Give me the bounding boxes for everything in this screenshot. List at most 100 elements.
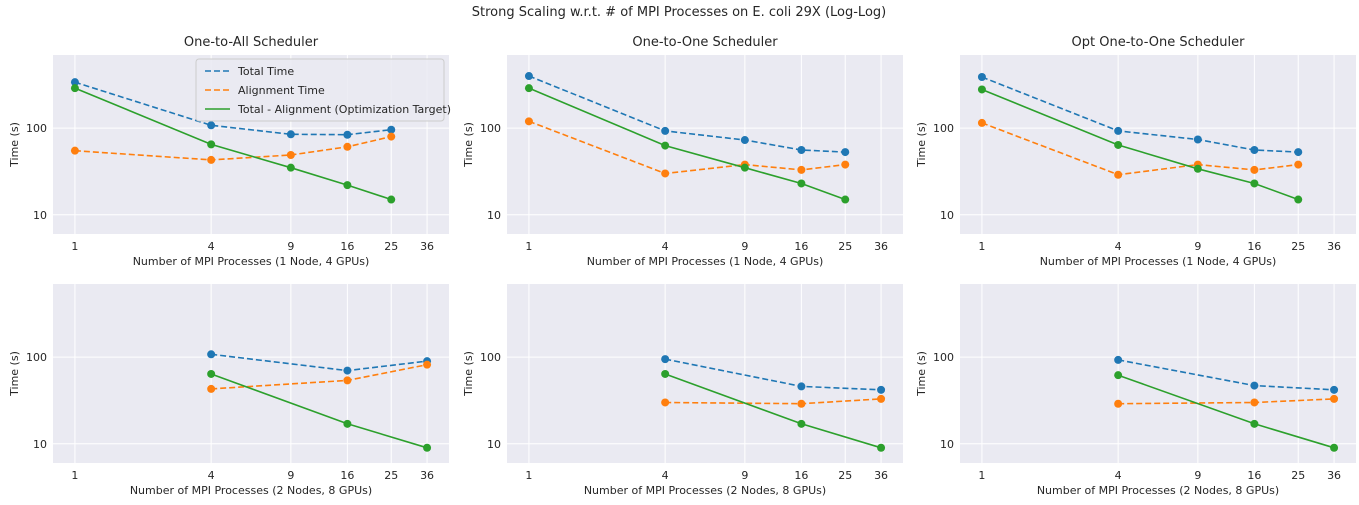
x-axis-label: Number of MPI Processes (1 Node, 4 GPUs) [587,255,824,268]
y-axis-label: Time (s) [462,122,475,168]
data-point-alignment [343,376,352,385]
y-tick-label: 100 [933,122,954,135]
x-tick-label: 9 [1194,469,1201,482]
y-tick-label: 100 [26,122,47,135]
x-axis-label: Number of MPI Processes (2 Nodes, 8 GPUs… [1037,484,1279,497]
x-tick-label: 4 [208,469,215,482]
x-tick-label: 16 [340,240,354,253]
y-tick-label: 10 [33,438,47,451]
y-tick-label: 100 [480,122,501,135]
data-point-total [1250,145,1259,154]
data-point-alignment [343,142,352,151]
x-tick-label: 36 [420,469,434,482]
x-tick-label: 16 [1247,240,1261,253]
data-point-alignment [797,399,806,408]
x-tick-label: 9 [741,469,748,482]
data-point-alignment [977,118,986,127]
data-point-target [343,419,352,428]
y-axis-label: Time (s) [8,351,21,397]
data-point-alignment [286,151,295,160]
data-point-alignment [70,146,79,155]
data-point-target [661,141,670,150]
legend-box [195,58,445,122]
x-tick-label: 4 [1115,240,1122,253]
data-point-alignment [661,398,670,407]
x-tick-label: 36 [420,240,434,253]
chart-panel-2: 1 4 9 16 25 36 10 100 One-to-One Scheduler Number… [462,35,903,268]
x-axis-label: Number of MPI Processes (1 Node, 4 GPUs) [133,255,370,268]
x-axis-label: Number of MPI Processes (2 Nodes, 8 GPUs… [130,484,372,497]
data-point-target [1114,140,1123,149]
y-axis-label: Time (s) [462,351,475,397]
data-point-total [1193,135,1202,144]
x-tick-label: 16 [794,469,808,482]
y-tick-label: 10 [487,438,501,451]
data-point-target [977,85,986,94]
data-point-alignment [661,169,670,178]
data-point-alignment [1114,170,1123,179]
data-point-target [286,163,295,172]
legend-entry: Total Time [237,65,294,78]
legend: Total Time Alignment Time Total - Alignmen… [195,58,451,122]
chart-panel-1: 1 4 9 16 25 36 10 100 One-to-All Scheduler Number… [8,35,451,268]
data-point-total [207,350,216,359]
plot-area [960,55,1356,234]
data-point-alignment [1250,165,1259,174]
data-point-target [1193,164,1202,173]
chart-panel-5: 1 4 9 16 25 36 10 100 Number of MPI Processes (2… [462,284,903,497]
x-tick-label: 4 [208,240,215,253]
data-point-target [423,443,432,452]
data-point-alignment [387,132,396,141]
y-tick-label: 100 [933,351,954,364]
data-point-target [841,195,850,204]
data-point-alignment [423,360,432,369]
y-tick-label: 100 [480,351,501,364]
y-tick-label: 10 [940,209,954,222]
data-point-target [1294,195,1303,204]
x-tick-label: 25 [838,240,852,253]
plot-area [507,284,903,463]
data-point-target [1250,419,1259,428]
x-tick-label: 16 [340,469,354,482]
data-point-total [797,145,806,154]
data-point-target [797,419,806,428]
data-point-total [343,366,352,375]
data-point-target [877,443,886,452]
data-point-target [70,84,79,93]
data-point-alignment [1114,399,1123,408]
x-tick-label: 36 [874,240,888,253]
panel-title: Opt One-to-One Scheduler [1072,35,1246,50]
x-tick-label: 1 [71,240,78,253]
plot-area [960,284,1356,463]
legend-entry: Alignment Time [238,84,325,97]
x-tick-label: 25 [838,469,852,482]
data-point-alignment [877,394,886,403]
data-point-total [387,125,396,134]
data-point-alignment [524,117,533,126]
data-point-target [1114,371,1123,380]
x-tick-label: 1 [978,469,985,482]
data-point-total [70,78,79,87]
data-point-target [387,195,396,204]
data-point-alignment [1330,394,1339,403]
data-point-total [740,136,749,145]
x-axis-label: Number of MPI Processes (1 Node, 4 GPUs) [1040,255,1277,268]
x-tick-label: 9 [741,240,748,253]
x-tick-label: 1 [978,240,985,253]
y-axis-label: Time (s) [915,351,928,397]
data-point-total [877,385,886,394]
data-point-total [797,382,806,391]
data-point-alignment [841,160,850,169]
panel-title: One-to-One Scheduler [632,35,778,50]
x-tick-label: 25 [384,240,398,253]
panel-title: One-to-All Scheduler [184,35,319,50]
data-point-alignment [1250,398,1259,407]
data-point-target [740,163,749,172]
data-point-total [1330,385,1339,394]
x-tick-label: 16 [1247,469,1261,482]
y-tick-label: 100 [26,351,47,364]
data-point-total [343,130,352,139]
data-point-target [524,84,533,93]
plot-area [507,55,903,234]
